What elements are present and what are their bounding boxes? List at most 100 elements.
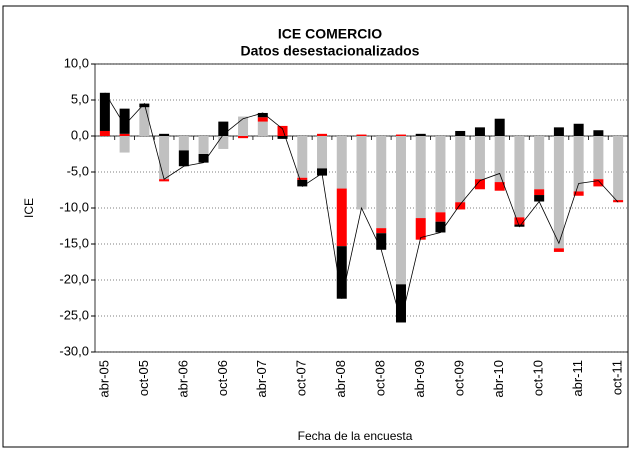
- x-tick-label: oct-07: [294, 360, 309, 396]
- bar-segment: [297, 179, 308, 187]
- bar-segment: [435, 212, 446, 222]
- y-tick-label: -25,0: [59, 307, 89, 322]
- bar-segment: [99, 92, 110, 131]
- bar-segment: [257, 121, 268, 136]
- bar-segment: [474, 179, 485, 190]
- bar-segment: [356, 136, 367, 210]
- bar-segment: [218, 121, 229, 136]
- x-tick-label: abr-06: [175, 360, 190, 398]
- bar-segment: [593, 130, 604, 136]
- bar-segment: [455, 136, 466, 203]
- chart-subtitle: Datos desestacionalizados: [241, 43, 420, 59]
- bar-segment: [238, 136, 249, 139]
- bar-segment: [593, 136, 604, 180]
- bar-segment: [277, 125, 288, 136]
- bar-segment: [395, 136, 406, 285]
- bar-segment: [534, 136, 545, 190]
- y-tick-label: 5,0: [71, 91, 89, 106]
- bar-segment: [238, 116, 249, 136]
- bar-segment: [534, 195, 545, 202]
- bar-segment: [159, 179, 170, 182]
- x-tick-label: abr-08: [333, 360, 348, 398]
- y-axis-label: ICE: [22, 198, 36, 218]
- bar-segment: [336, 246, 347, 299]
- x-tick-label: oct-06: [215, 360, 230, 396]
- x-tick-label: abr-05: [96, 360, 111, 398]
- bar-segment: [376, 233, 387, 250]
- chart-title: ICE COMERCIO: [278, 26, 382, 42]
- line: [104, 92, 619, 322]
- bar-segment: [218, 136, 229, 149]
- bar-segment: [494, 182, 505, 191]
- bar-segment: [415, 133, 426, 136]
- bar-segment: [593, 179, 604, 187]
- bar-segment: [474, 136, 485, 180]
- bar-segment: [297, 136, 308, 178]
- bar-segment: [178, 136, 189, 151]
- x-tick-label: abr-10: [491, 360, 506, 398]
- bar-segment: [119, 108, 130, 134]
- bar-segment: [415, 218, 426, 240]
- bar-segment: [455, 130, 466, 136]
- bar-segment: [336, 188, 347, 247]
- y-tick-label: 10,0: [64, 55, 89, 70]
- bar-segment: [257, 117, 268, 122]
- bar-segment: [198, 136, 209, 154]
- bar-segment: [613, 136, 624, 201]
- bar-segment: [435, 136, 446, 213]
- bar-segment: [277, 136, 288, 139]
- bar-segment: [99, 130, 110, 136]
- bar-segment: [553, 127, 564, 136]
- x-axis-label: Fecha de la encuesta: [298, 429, 413, 443]
- bar-segment: [257, 112, 268, 118]
- x-tick-label: oct-08: [373, 360, 388, 396]
- bar-segment: [534, 189, 545, 196]
- bar-segment: [435, 221, 446, 233]
- bar-segment: [613, 200, 624, 203]
- bar-segment: [159, 133, 170, 136]
- bar-segment: [573, 123, 584, 136]
- bar-segment: [395, 284, 406, 323]
- x-tick-label: oct-09: [452, 360, 467, 396]
- bar-segment: [119, 133, 130, 136]
- bar-segment: [553, 136, 564, 249]
- x-tick-label: abr-09: [412, 360, 427, 398]
- bar-segment: [474, 127, 485, 136]
- y-tick-label: -30,0: [59, 343, 89, 358]
- bar-segment: [376, 136, 387, 229]
- y-tick-label: 0,0: [71, 127, 89, 142]
- bar-segment: [119, 136, 130, 153]
- bar-segment: [178, 150, 189, 167]
- bar-segment: [317, 168, 328, 176]
- bar-segment: [415, 136, 426, 219]
- bar-segment: [376, 228, 387, 234]
- bar-segment: [139, 103, 150, 108]
- x-tick-label: oct-11: [610, 360, 625, 395]
- bar-segment: [514, 136, 525, 218]
- bar-segment: [198, 154, 209, 163]
- bar-segment: [317, 133, 328, 136]
- y-tick-label: -10,0: [59, 199, 89, 214]
- bar-segment: [336, 136, 347, 189]
- bar-segment: [553, 248, 564, 252]
- bar-segment: [494, 118, 505, 136]
- bar-segment: [317, 136, 328, 169]
- bar-segment: [573, 191, 584, 196]
- bar-segment: [573, 136, 584, 192]
- x-tick-label: abr-07: [254, 360, 269, 398]
- bar-segment: [395, 134, 406, 136]
- bar-segment: [139, 107, 150, 136]
- bar-segment: [356, 134, 367, 136]
- bar-segment: [159, 136, 170, 180]
- y-tick-label: -15,0: [59, 235, 89, 250]
- x-tick-label: oct-10: [531, 360, 546, 396]
- bar-segment: [514, 217, 525, 225]
- bar-segment: [455, 202, 466, 210]
- y-tick-label: -5,0: [67, 163, 89, 178]
- x-tick-label: oct-05: [136, 360, 151, 396]
- x-tick-label: abr-11: [570, 360, 585, 397]
- bar-segment: [494, 136, 505, 183]
- y-tick-label: -20,0: [59, 271, 89, 286]
- bar-segment: [297, 177, 308, 180]
